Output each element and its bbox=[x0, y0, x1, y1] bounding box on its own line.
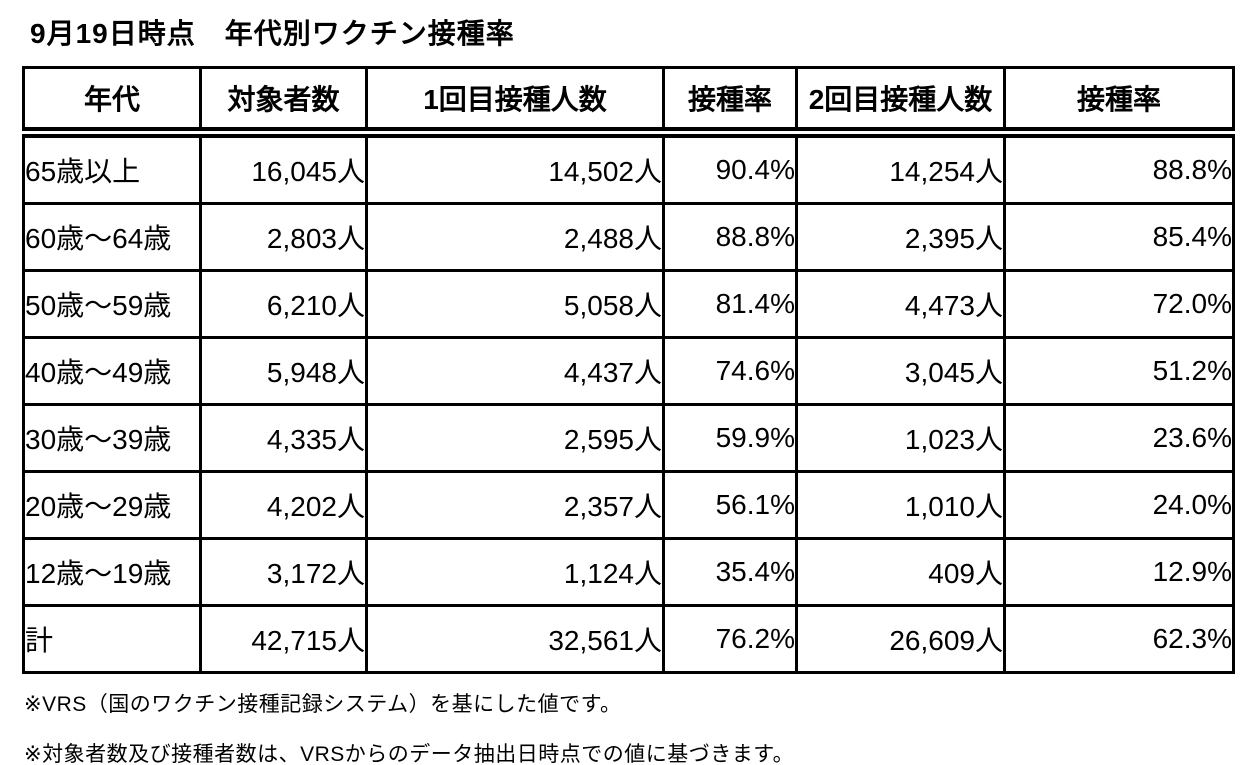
cell-age: 12歳〜19歳 bbox=[22, 537, 202, 607]
table-row-total: 計 42,715人 32,561人 76.2% 26,609人 62.3% bbox=[22, 604, 1235, 674]
cell-target-count: 42,715人 bbox=[199, 604, 368, 674]
cell-dose2-rate: 12.9% bbox=[1003, 537, 1235, 607]
cell-target-count: 2,803人 bbox=[199, 202, 368, 272]
cell-target-count: 6,210人 bbox=[199, 269, 368, 339]
cell-dose2-rate: 62.3% bbox=[1003, 604, 1235, 674]
cell-dose2-rate: 72.0% bbox=[1003, 269, 1235, 339]
footnote-vrs-source: ※VRS（国のワクチン接種記録システム）を基にした値です。 bbox=[24, 693, 622, 716]
cell-dose2-rate: 24.0% bbox=[1003, 470, 1235, 540]
cell-dose1-rate: 76.2% bbox=[662, 604, 798, 674]
page-title: 9月19日時点 年代別ワクチン接種率 bbox=[30, 18, 515, 49]
cell-dose1-rate: 90.4% bbox=[662, 131, 798, 205]
table-header: 年代 対象者数 1回目接種人数 接種率 2回目接種人数 接種率 bbox=[22, 66, 1235, 138]
cell-age: 40歳〜49歳 bbox=[22, 336, 202, 406]
cell-dose2-rate: 85.4% bbox=[1003, 202, 1235, 272]
table-row: 20歳〜29歳 4,202人 2,357人 56.1% 1,010人 24.0% bbox=[22, 470, 1235, 540]
col-header-dose2-count: 2回目接種人数 bbox=[795, 66, 1006, 138]
cell-dose1-count: 1,124人 bbox=[365, 537, 665, 607]
col-header-dose1-rate: 接種率 bbox=[662, 66, 798, 138]
cell-dose1-count: 4,437人 bbox=[365, 336, 665, 406]
cell-dose2-count: 3,045人 bbox=[795, 336, 1006, 406]
cell-dose1-count: 32,561人 bbox=[365, 604, 665, 674]
cell-dose1-rate: 56.1% bbox=[662, 470, 798, 540]
cell-age: 30歳〜39歳 bbox=[22, 403, 202, 473]
cell-dose2-count: 2,395人 bbox=[795, 202, 1006, 272]
cell-dose1-count: 14,502人 bbox=[365, 131, 665, 205]
cell-dose2-count: 4,473人 bbox=[795, 269, 1006, 339]
col-header-age: 年代 bbox=[22, 66, 202, 138]
cell-dose1-count: 2,488人 bbox=[365, 202, 665, 272]
cell-dose1-count: 2,357人 bbox=[365, 470, 665, 540]
table-row: 60歳〜64歳 2,803人 2,488人 88.8% 2,395人 85.4% bbox=[22, 202, 1235, 272]
cell-dose2-rate: 23.6% bbox=[1003, 403, 1235, 473]
cell-dose1-rate: 74.6% bbox=[662, 336, 798, 406]
footnotes: ※VRS（国のワクチン接種記録システム）を基にした値です。 ※対象者数及び接種者… bbox=[24, 688, 1248, 765]
cell-dose1-rate: 81.4% bbox=[662, 269, 798, 339]
cell-dose2-rate: 51.2% bbox=[1003, 336, 1235, 406]
cell-age: 60歳〜64歳 bbox=[22, 202, 202, 272]
cell-age: 50歳〜59歳 bbox=[22, 269, 202, 339]
cell-dose1-count: 2,595人 bbox=[365, 403, 665, 473]
cell-age: 65歳以上 bbox=[22, 131, 202, 205]
cell-dose1-rate: 88.8% bbox=[662, 202, 798, 272]
cell-dose2-count: 26,609人 bbox=[795, 604, 1006, 674]
table-row: 12歳〜19歳 3,172人 1,124人 35.4% 409人 12.9% bbox=[22, 537, 1235, 607]
col-header-target-count: 対象者数 bbox=[199, 66, 368, 138]
vaccination-rate-table: 年代 対象者数 1回目接種人数 接種率 2回目接種人数 接種率 65歳以上 16… bbox=[22, 66, 1235, 674]
cell-target-count: 16,045人 bbox=[199, 131, 368, 205]
col-header-dose2-rate: 接種率 bbox=[1003, 66, 1235, 138]
cell-target-count: 4,202人 bbox=[199, 470, 368, 540]
cell-age: 20歳〜29歳 bbox=[22, 470, 202, 540]
table-row: 30歳〜39歳 4,335人 2,595人 59.9% 1,023人 23.6% bbox=[22, 403, 1235, 473]
cell-target-count: 5,948人 bbox=[199, 336, 368, 406]
cell-target-count: 4,335人 bbox=[199, 403, 368, 473]
header-row: 年代 対象者数 1回目接種人数 接種率 2回目接種人数 接種率 bbox=[22, 66, 1235, 138]
cell-target-count: 3,172人 bbox=[199, 537, 368, 607]
cell-dose1-count: 5,058人 bbox=[365, 269, 665, 339]
footnote-extraction-date: ※対象者数及び接種者数は、VRSからのデータ抽出日時点での値に基づきます。 bbox=[24, 743, 795, 765]
cell-dose1-rate: 59.9% bbox=[662, 403, 798, 473]
cell-dose2-count: 14,254人 bbox=[795, 131, 1006, 205]
cell-dose2-count: 1,010人 bbox=[795, 470, 1006, 540]
table-body: 65歳以上 16,045人 14,502人 90.4% 14,254人 88.8… bbox=[22, 131, 1235, 674]
table-row: 50歳〜59歳 6,210人 5,058人 81.4% 4,473人 72.0% bbox=[22, 269, 1235, 339]
cell-dose2-count: 1,023人 bbox=[795, 403, 1006, 473]
cell-dose2-count: 409人 bbox=[795, 537, 1006, 607]
col-header-dose1-count: 1回目接種人数 bbox=[365, 66, 665, 138]
cell-dose1-rate: 35.4% bbox=[662, 537, 798, 607]
cell-dose2-rate: 88.8% bbox=[1003, 131, 1235, 205]
cell-age: 計 bbox=[22, 604, 202, 674]
table-row: 40歳〜49歳 5,948人 4,437人 74.6% 3,045人 51.2% bbox=[22, 336, 1235, 406]
table-row: 65歳以上 16,045人 14,502人 90.4% 14,254人 88.8… bbox=[22, 131, 1235, 205]
